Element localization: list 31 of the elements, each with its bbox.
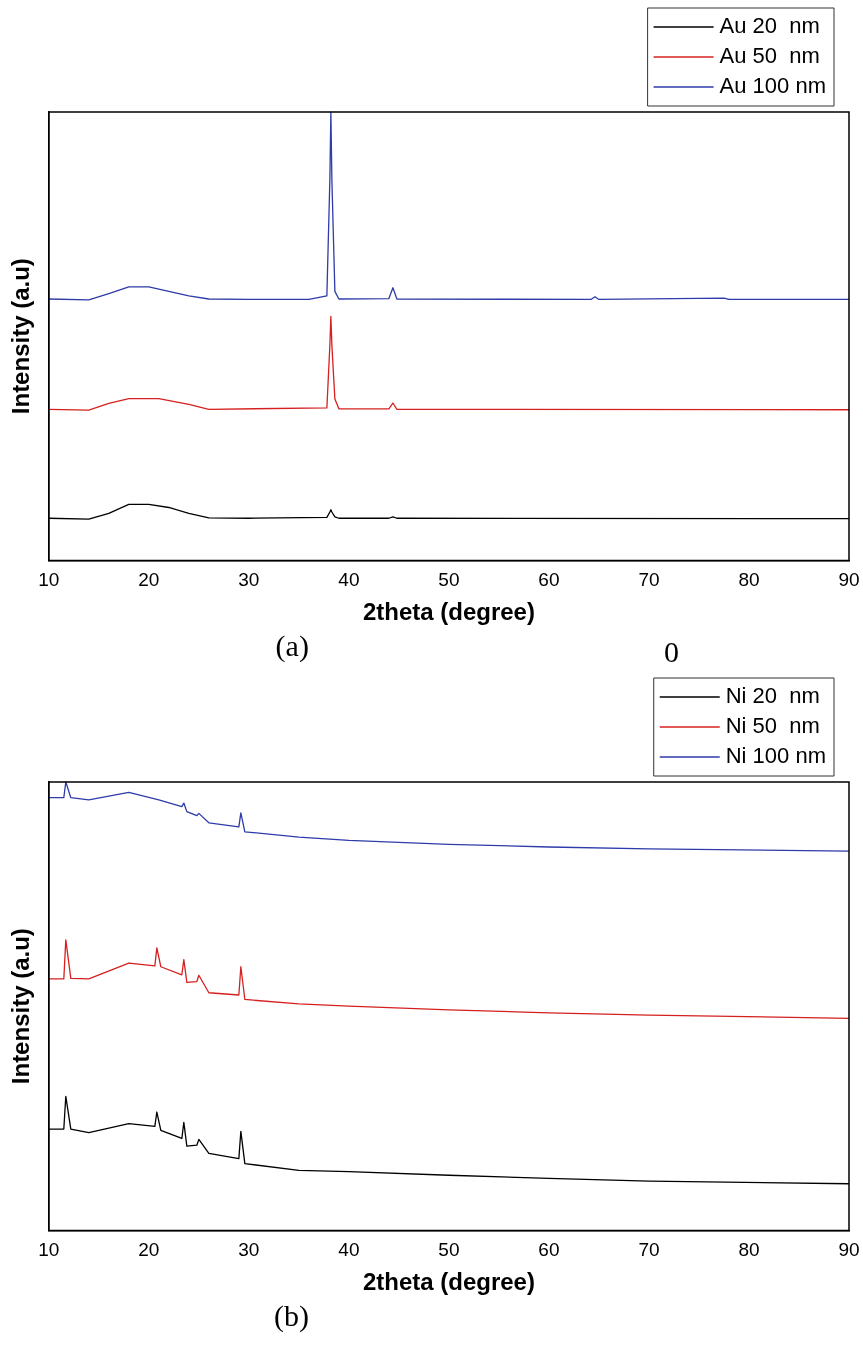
legend-label: Au 20 nm (719, 13, 820, 39)
x-tick-label: 70 (638, 569, 660, 591)
x-tick-label: 20 (138, 569, 160, 591)
x-tick-label: 50 (438, 569, 460, 591)
legend-label: Au 50 nm (719, 43, 820, 69)
x-tick-label: 40 (338, 1239, 360, 1261)
text: 0 (663, 634, 679, 668)
x-tick-label: 80 (738, 1239, 760, 1261)
y-axis-title: Intensity (a.u) (7, 258, 35, 415)
x-tick-label: 60 (538, 1239, 560, 1261)
legend-label: Ni 100 nm (725, 743, 827, 769)
x-axis-title: 2theta (degree) (362, 598, 535, 626)
x-tick-label: 90 (838, 569, 860, 591)
legend-label: Au 100 nm (719, 73, 826, 99)
y-axis-title: Intensity (a.u) (7, 928, 35, 1085)
legend-label: Ni 50 nm (725, 713, 820, 739)
text: (a) (275, 628, 309, 663)
x-tick-label: 30 (238, 569, 260, 591)
x-tick-label: 40 (338, 569, 360, 591)
x-tick-label: 20 (138, 1239, 160, 1261)
x-tick-label: 50 (438, 1239, 460, 1261)
x-tick-label: 90 (838, 1239, 860, 1261)
text: (b) (273, 1298, 309, 1333)
x-tick-label: 80 (738, 569, 760, 591)
x-tick-label: 10 (38, 1239, 60, 1261)
x-tick-label: 70 (638, 1239, 660, 1261)
x-axis-title: 2theta (degree) (362, 1268, 535, 1296)
x-tick-label: 10 (38, 569, 60, 591)
legend-label: Ni 20 nm (725, 683, 820, 709)
x-tick-label: 60 (538, 569, 560, 591)
x-tick-label: 30 (238, 1239, 260, 1261)
